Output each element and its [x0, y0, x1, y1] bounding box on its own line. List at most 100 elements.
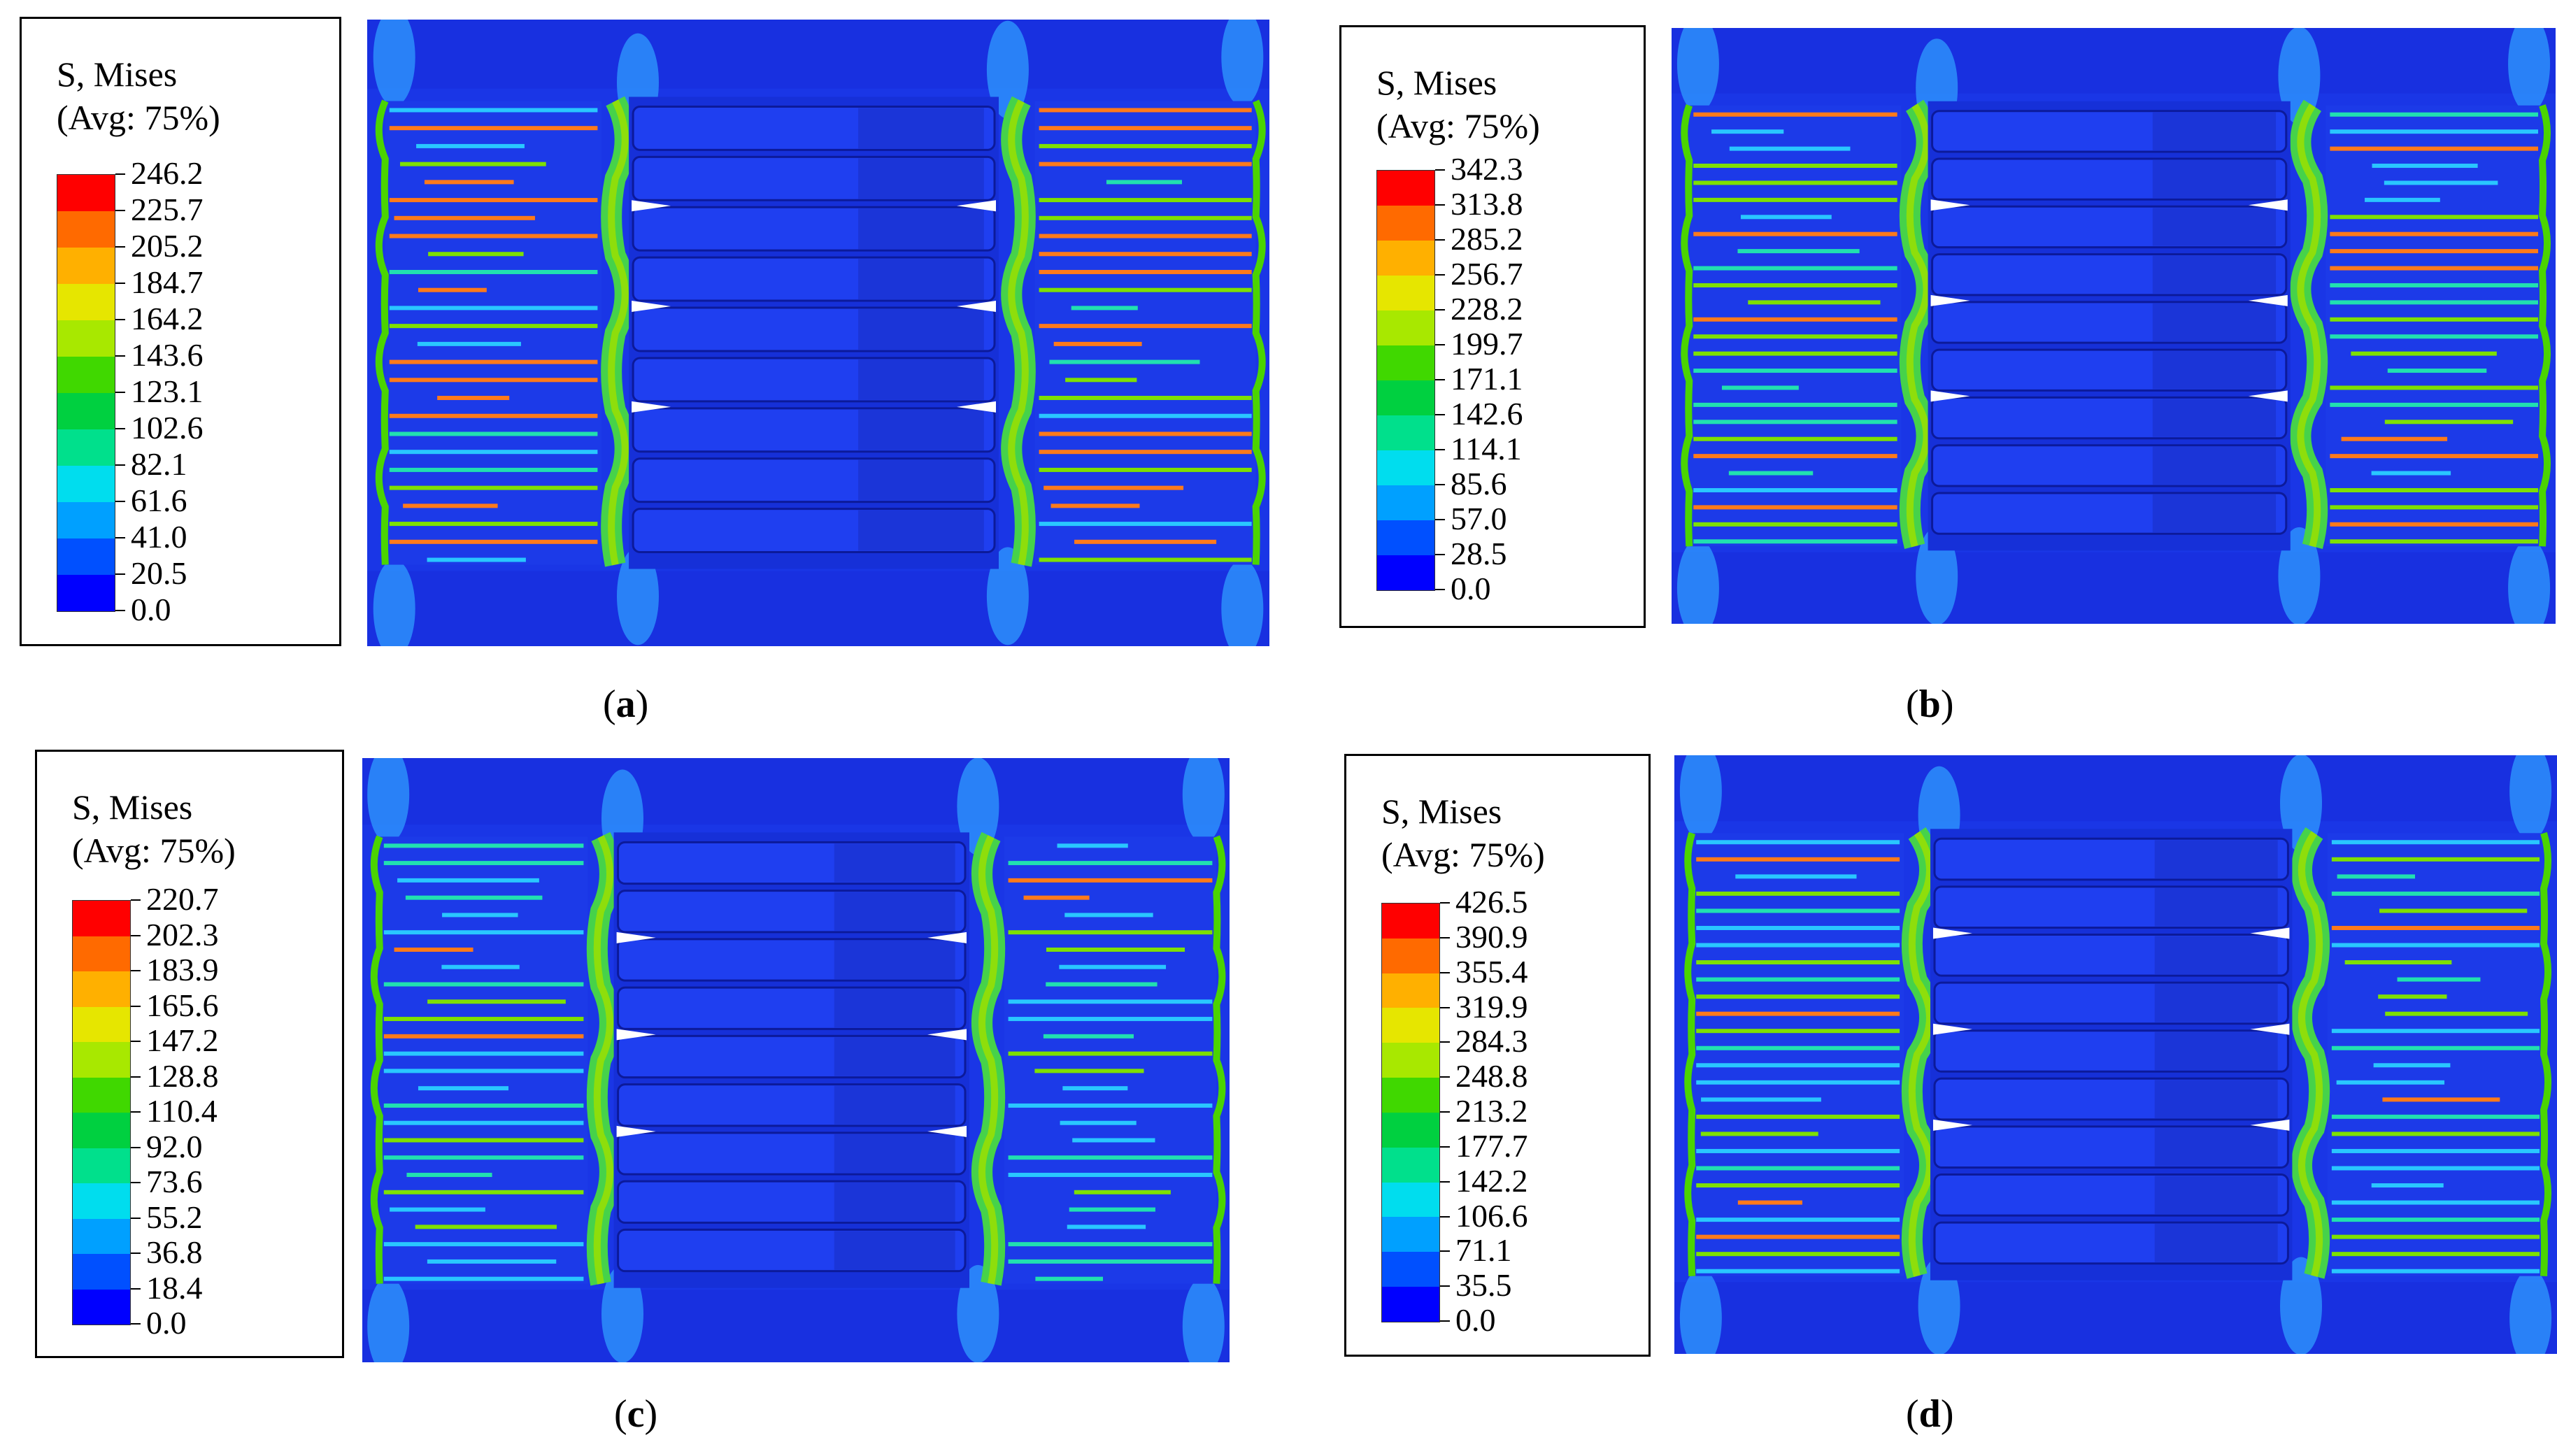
fea-stress-contour-a — [367, 20, 1269, 646]
scale-tick — [1440, 936, 1450, 938]
slip-gap — [616, 932, 656, 943]
slip-gap — [957, 200, 996, 212]
steel-shim — [1693, 351, 1897, 356]
stress-halo — [1182, 1277, 1225, 1362]
steel-shim — [2330, 283, 2539, 287]
stress-halo — [2280, 1257, 2323, 1354]
steel-shim — [389, 324, 598, 329]
core-disc-shade — [858, 208, 984, 250]
stress-halo — [1679, 755, 1722, 841]
stress-halo — [367, 758, 410, 843]
steel-shim — [1039, 198, 1252, 203]
steel-shim — [1008, 1155, 1213, 1160]
scale-tick — [1440, 1285, 1450, 1287]
steel-shim — [1008, 861, 1213, 866]
steel-shim — [1693, 420, 1897, 424]
legend-title: S, Mises — [1381, 792, 1502, 831]
scale-tick — [1440, 1250, 1450, 1252]
scale-label: 36.8 — [146, 1234, 203, 1270]
slip-gap — [632, 401, 671, 413]
scale-band — [73, 1113, 130, 1148]
scale-band — [57, 538, 115, 575]
steel-shim — [1039, 450, 1252, 455]
rubber-cover-edge — [2538, 104, 2551, 547]
scale-label: 202.3 — [146, 916, 219, 952]
stress-halo — [373, 20, 415, 106]
caption-a: (a) — [603, 683, 649, 726]
steel-shim — [2371, 471, 2451, 476]
steel-shim — [1693, 454, 1897, 459]
scale-label: 0.0 — [1455, 1302, 1496, 1338]
steel-shim — [2344, 960, 2452, 965]
scale-band — [57, 357, 115, 393]
steel-shim — [389, 522, 598, 527]
steel-shim — [1008, 1017, 1213, 1022]
scale-tick — [1440, 1320, 1450, 1322]
stress-halo — [1221, 20, 1264, 106]
steel-shim — [2384, 420, 2514, 424]
scale-band — [57, 248, 115, 284]
slip-gap — [616, 1029, 656, 1041]
steel-shim — [2331, 1218, 2540, 1222]
core-disc-shade — [858, 359, 984, 400]
scale-tick — [115, 537, 125, 538]
scale-label: 355.4 — [1455, 953, 1528, 990]
scale-tick — [1435, 379, 1445, 380]
legend-title: S, Mises — [1376, 63, 1497, 102]
steel-shim — [1035, 1276, 1104, 1281]
scale-label: 199.7 — [1451, 326, 1523, 362]
legend-c: S, Mises (Avg: 75%) 220.7 202.3 183.9 165.6… — [35, 750, 344, 1358]
rubber-block — [1689, 105, 1902, 547]
steel-shim — [2330, 249, 2539, 254]
top-plate — [362, 758, 1230, 825]
core-disc-shade — [2152, 303, 2277, 342]
steel-shim — [2341, 436, 2448, 441]
steel-shim — [1693, 266, 1897, 271]
core-disc-shade — [2154, 1080, 2278, 1118]
scale-band — [57, 175, 115, 211]
steel-shim — [417, 341, 521, 346]
steel-shim — [1060, 1120, 1137, 1125]
scale-tick — [115, 246, 125, 248]
steel-shim — [389, 485, 598, 490]
steel-shim — [2330, 300, 2539, 305]
steel-shim — [1039, 413, 1252, 418]
scale-tick — [1440, 971, 1450, 973]
core-disc-shade — [834, 843, 955, 883]
scale-label: 57.0 — [1451, 501, 1507, 536]
steel-shim — [1696, 1252, 1900, 1257]
core-disc-shade — [834, 1231, 955, 1270]
steel-shim — [2331, 857, 2540, 862]
steel-shim — [1693, 522, 1897, 527]
steel-shim — [383, 1242, 584, 1247]
scale-label: 18.4 — [146, 1269, 203, 1306]
scale-label: 85.6 — [1451, 466, 1507, 501]
steel-shim — [2330, 146, 2539, 151]
caption-d: (d) — [1906, 1392, 1954, 1436]
scale-label: 285.2 — [1451, 221, 1523, 257]
scale-label: 426.5 — [1455, 884, 1528, 920]
steel-shim — [1696, 943, 1900, 948]
steel-shim — [389, 269, 598, 274]
scale-tick — [131, 1146, 141, 1148]
steel-shim — [2330, 539, 2539, 544]
core-disc-shade — [2154, 840, 2278, 878]
core-disc-shade — [2152, 399, 2277, 437]
steel-shim — [2331, 925, 2540, 930]
scale-label: 183.9 — [146, 952, 219, 987]
steel-shim — [424, 180, 514, 185]
steel-shim — [1693, 539, 1897, 544]
fea-stress-contour-c — [362, 758, 1230, 1362]
scale-label: 184.7 — [131, 264, 204, 300]
steel-shim — [2331, 1045, 2540, 1050]
scale-band — [1377, 380, 1434, 415]
slip-gap — [957, 301, 996, 313]
stress-halo — [373, 559, 415, 646]
steel-shim — [383, 982, 584, 987]
scale-band — [73, 1218, 130, 1254]
scale-band — [73, 1289, 130, 1325]
steel-shim — [1737, 249, 1860, 254]
scale-label: 284.3 — [1455, 1023, 1528, 1059]
steel-shim — [389, 467, 598, 472]
scale-tick — [1440, 902, 1450, 904]
